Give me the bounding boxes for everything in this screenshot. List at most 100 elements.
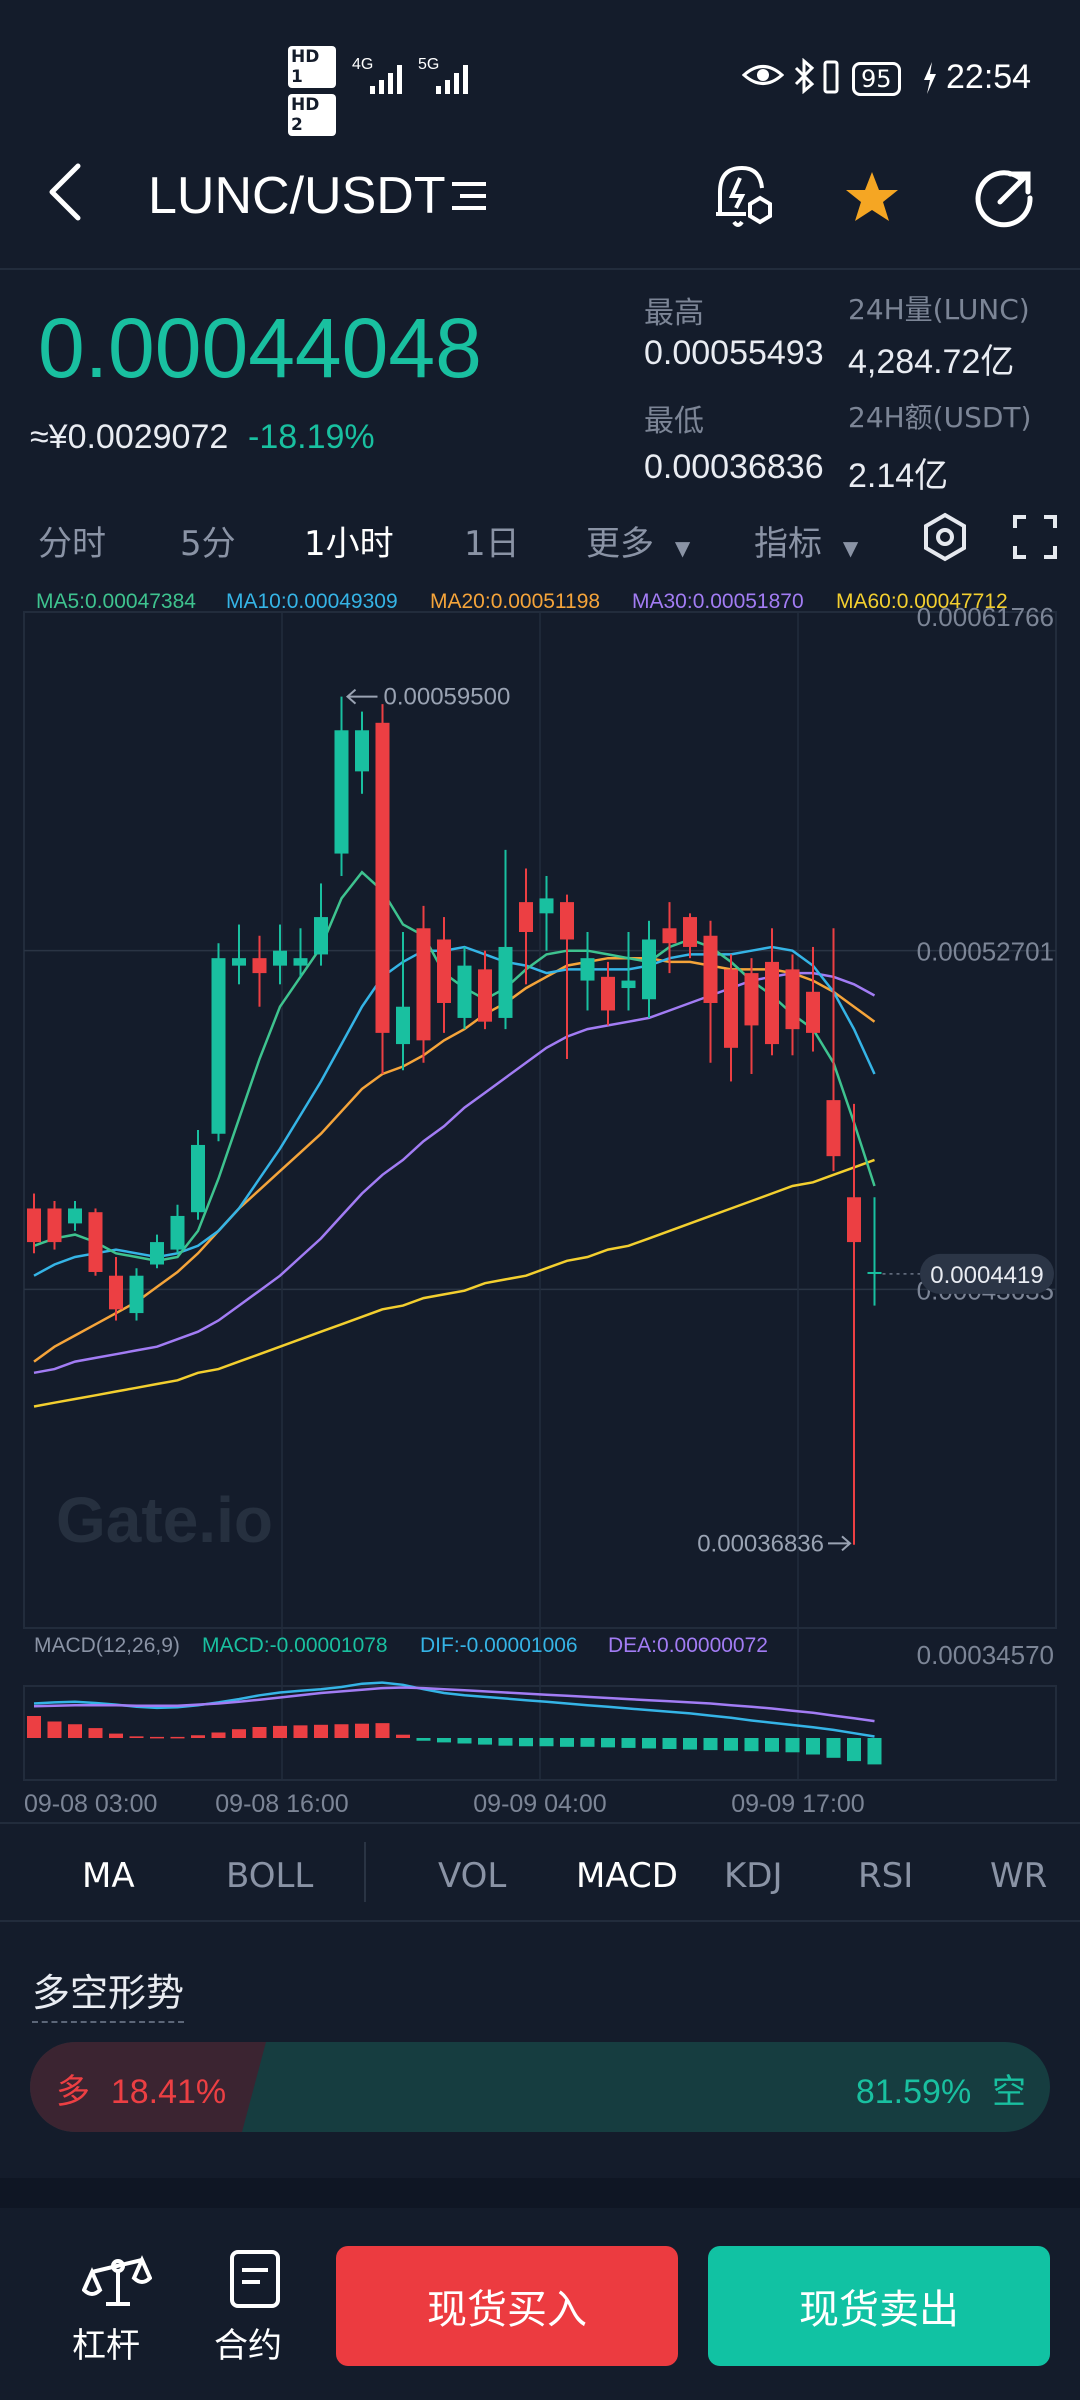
candle-body: [580, 958, 595, 981]
indicator-tab-boll[interactable]: BOLL: [226, 1856, 314, 1896]
star-icon[interactable]: [842, 168, 902, 228]
battery-level: 95: [852, 62, 901, 96]
candle-body: [601, 976, 615, 1011]
indicator-tab-vol[interactable]: VOL: [438, 1856, 507, 1896]
contract-button[interactable]: 合约: [214, 2250, 304, 2380]
macd-legend-macd: MACD:-0.00001078: [202, 1634, 388, 1657]
sentiment-short: 81.59% 空: [856, 2064, 1026, 2113]
macd-histogram-bar: [252, 1727, 267, 1738]
macd-histogram-bar: [375, 1723, 390, 1738]
tab-indicators[interactable]: 指标 ▼: [754, 516, 858, 565]
macd-histogram-bar: [847, 1738, 861, 1762]
macd-histogram-bar: [293, 1725, 308, 1738]
indicator-tab-ma[interactable]: MA: [82, 1856, 135, 1896]
chart-divider: [0, 1822, 1080, 1824]
macd_dea-line: [33, 1686, 875, 1723]
high-label: 最高: [644, 296, 704, 331]
macd-histogram-bar: [601, 1738, 615, 1748]
tab-5min[interactable]: 5分: [180, 524, 236, 564]
balance-scale-icon: [81, 2255, 153, 2306]
last-price: 0.00044048: [38, 301, 482, 395]
spot-buy-button[interactable]: 现货买入: [336, 2246, 678, 2366]
candle-body: [68, 1208, 82, 1224]
candles: [27, 696, 882, 1545]
macd-histogram-bar: [437, 1738, 451, 1743]
macd-histogram-bar: [457, 1738, 472, 1744]
cny-price: ≈¥0.0029072: [30, 418, 229, 456]
candle-body: [211, 958, 226, 1134]
spot-sell-button[interactable]: 现货卖出: [708, 2246, 1050, 2366]
ma60-legend: MA60:0.00047712: [836, 590, 1008, 613]
back-arrow-icon[interactable]: [44, 162, 84, 222]
candle-body: [519, 902, 533, 933]
candle-body: [252, 958, 267, 974]
candle-body: [724, 969, 738, 1048]
fullscreen-icon[interactable]: [1012, 514, 1058, 560]
short-label: 空: [992, 2072, 1026, 2112]
clock: 22:54: [946, 58, 1032, 96]
indicator-tab-kdj[interactable]: KDJ: [724, 1856, 783, 1896]
macd-legend-dea: DEA:0.00000072: [608, 1634, 768, 1657]
settings-hex-icon[interactable]: [920, 512, 970, 562]
candle-body: [416, 928, 431, 1041]
low-marker-arrow: [828, 1535, 852, 1552]
macd-histogram-bar: [662, 1738, 677, 1749]
sentiment-title[interactable]: 多空形势: [32, 1962, 185, 2023]
candle-body: [88, 1212, 103, 1272]
leverage-button[interactable]: 杠杆: [72, 2250, 162, 2380]
candle-body: [334, 730, 349, 854]
long-label: 多: [56, 2072, 90, 2112]
y-axis-labels: 0.000617660.000527010.000436350.00034570…: [882, 602, 1054, 1670]
indicator-tab-rsi[interactable]: RSI: [858, 1856, 914, 1896]
candle-body: [560, 902, 574, 940]
macd-histogram-bar: [560, 1738, 574, 1747]
sim-indicator-icon: HD 1 HD 2: [288, 46, 342, 136]
macd-histogram-bar: [27, 1716, 41, 1738]
ma10-legend: MA10:0.00049309: [226, 590, 398, 613]
x-tick-label: 09-08 16:00: [215, 1790, 348, 1818]
tab-1day[interactable]: 1日: [464, 524, 520, 564]
bottom-bar: 杠杆 合约 现货买入 现货卖出: [0, 2208, 1080, 2400]
ma60-line: [33, 1158, 875, 1408]
macd-histogram-bar: [703, 1738, 718, 1751]
ma5-legend: MA5:0.00047384: [36, 590, 196, 613]
candle-body: [478, 969, 492, 1022]
candle-body: [293, 958, 308, 966]
watermark-logo: Gate.io: [56, 1484, 273, 1556]
candle-body: [129, 1275, 144, 1314]
macd-histogram-bar: [68, 1724, 82, 1738]
macd-histogram-bar: [416, 1738, 431, 1741]
low-value: 0.00036836: [644, 448, 824, 486]
candlestick-chart[interactable]: Gate.io 0.00059500 0.00036836 0.00061766 0…: [0, 580, 1080, 1830]
candle-body: [396, 1006, 410, 1045]
candle-body: [867, 1271, 882, 1274]
candle-body: [437, 939, 451, 1003]
pair-title[interactable]: LUNC/USDT: [148, 167, 446, 225]
high-marker-arrow: [345, 688, 378, 705]
indicator-tab-macd[interactable]: MACD: [576, 1856, 678, 1896]
tab-timeline[interactable]: 分时: [38, 524, 106, 564]
tab-more[interactable]: 更多 ▼: [586, 516, 690, 565]
price-alert-icon[interactable]: [710, 162, 774, 232]
candle-body: [170, 1215, 185, 1250]
y-tick-label: 0.00034570: [917, 1640, 1054, 1670]
x-tick-label: 09-08 03:00: [24, 1790, 157, 1818]
sentiment-long: 多 18.41%: [56, 2064, 226, 2113]
share-icon[interactable]: [974, 166, 1038, 230]
hd1-badge: HD 1: [288, 46, 336, 88]
indicator-tab-wr[interactable]: WR: [990, 1856, 1048, 1896]
macd-histogram-bar: [765, 1738, 779, 1752]
amount-value: 2.14亿: [848, 457, 949, 495]
y-tick-label: 0.00061766: [917, 602, 1054, 632]
y-tick-label: 0.00052701: [917, 937, 1054, 967]
macd-histogram-bar: [580, 1738, 595, 1747]
macd-histogram-bar: [396, 1734, 410, 1738]
macd-histogram-bar: [744, 1738, 759, 1752]
tab-1hour[interactable]: 1小时: [304, 524, 394, 564]
candle-body: [27, 1208, 41, 1243]
candle-body: [273, 950, 287, 966]
candle-body: [191, 1144, 205, 1213]
list-icon[interactable]: [450, 176, 490, 216]
macd-histogram-bar: [867, 1738, 882, 1765]
status-bar: HD 1 HD 2 4G 5G 95 22:54: [0, 0, 1080, 160]
